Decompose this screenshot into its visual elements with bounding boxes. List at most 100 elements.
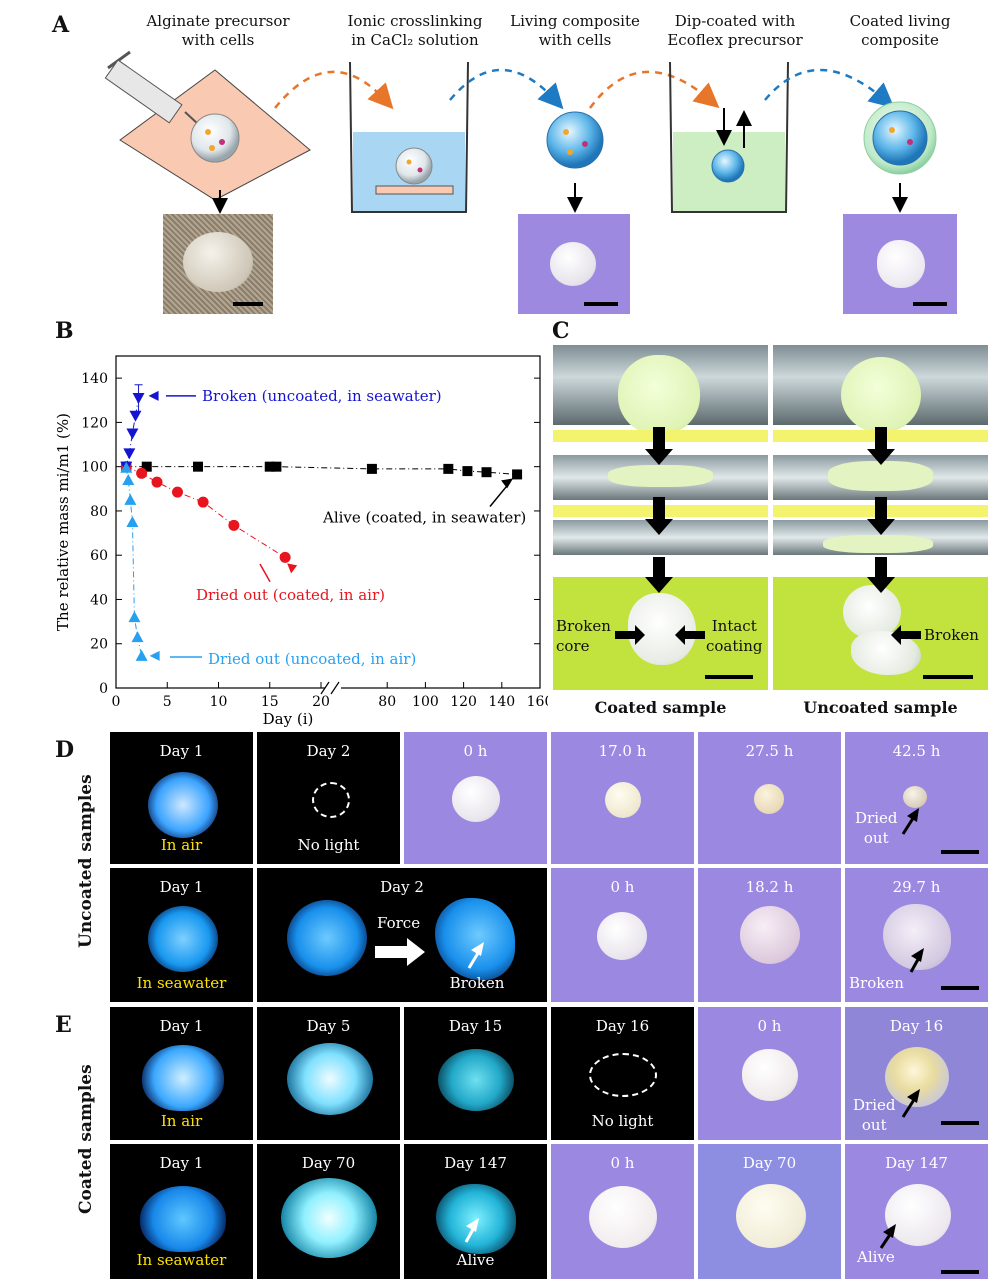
data-point <box>279 551 291 563</box>
tile-d1-42h: 42.5 h Dried out <box>845 732 988 864</box>
data-point <box>131 631 144 643</box>
x-tick-label: 120 <box>450 694 477 710</box>
living-bead-icon <box>546 111 604 169</box>
tile-d1-day2-nolight: Day 2 No light <box>257 732 400 864</box>
tile-e1-day16-nolight: Day 16 No light <box>551 1007 694 1140</box>
photo-alginate-droplet <box>163 214 273 314</box>
beaker-ecoflex-icon <box>669 61 789 213</box>
tile-e2-day147: Day 147 Alive <box>404 1144 547 1279</box>
data-point <box>128 611 141 623</box>
annotation-arrowhead <box>148 390 159 401</box>
data-point <box>151 476 163 488</box>
tile-e1-day1-air: Day 1 In air <box>110 1007 253 1140</box>
note-broken-d: Broken <box>849 974 904 992</box>
tile-e2-day1-seawater: Day 1 In seawater <box>110 1144 253 1279</box>
tile-e2-day70: Day 70 <box>257 1144 400 1279</box>
y-tick-label: 100 <box>81 460 108 476</box>
caption-living-composite: Living composite with cells <box>510 12 640 49</box>
panel-a-letter: A <box>52 12 70 38</box>
caption-dip-coated: Dip-coated with Ecoflex precursor <box>667 12 803 49</box>
tile-e2-day70-photo: Day 70 <box>698 1144 841 1279</box>
x-axis-label: Day (i) <box>263 710 314 728</box>
annotation-dried-coated: Dried out (coated, in air) <box>196 586 385 604</box>
y-tick-label: 20 <box>90 637 108 653</box>
x-tick-label: 15 <box>261 694 279 710</box>
data-point <box>126 428 139 440</box>
note-dried-out-e: Dried out <box>853 1096 896 1134</box>
panel-d-letter: D <box>55 737 75 763</box>
tile-e2-0h: 0 h <box>551 1144 694 1279</box>
note-dried-out-d: Dried out <box>855 809 898 847</box>
data-point <box>126 516 139 527</box>
y-axis-label: The relative mass mi/m1 (%) <box>54 413 72 631</box>
tile-e1-day5: Day 5 <box>257 1007 400 1140</box>
annotation-arrowhead <box>501 478 514 489</box>
caption-coated-living: Coated living composite <box>849 12 951 49</box>
uncoated-sequence-arrows <box>867 427 921 645</box>
label-broken-uncoated: Broken <box>924 626 979 644</box>
data-point <box>228 519 240 531</box>
data-point <box>512 469 523 480</box>
tile-d2-day1-seawater: Day 1 In seawater <box>110 868 253 1002</box>
annotation-dried-uncoated: Dried out (uncoated, in air) <box>208 650 416 668</box>
annotation-alive-coated: Alive (coated, in seawater) <box>322 509 526 527</box>
data-point <box>141 461 152 472</box>
y-tick-label: 120 <box>81 415 108 431</box>
y-tick-label: 60 <box>90 548 108 564</box>
data-point <box>120 461 133 473</box>
tile-d1-27h: 27.5 h <box>698 732 841 864</box>
series-line <box>125 467 143 657</box>
tile-e1-0h: 0 h <box>698 1007 841 1140</box>
x-tick-label: 80 <box>378 694 396 710</box>
tile-d1-day1-air: Day 1 In air <box>110 732 253 864</box>
tile-d1-0h: 0 h <box>404 732 547 864</box>
tile-e2-day147-photo: Day 147 Alive <box>845 1144 988 1279</box>
tile-d2-day2-broken: Day 2 Force Broken <box>257 868 547 1002</box>
data-point <box>193 461 203 472</box>
data-point <box>136 467 148 479</box>
note-alive-e: Alive <box>857 1248 895 1266</box>
syringe-icon <box>104 50 199 125</box>
annotation-broken-uncoated: Broken (uncoated, in seawater) <box>202 387 442 405</box>
data-point <box>124 493 137 505</box>
data-point <box>123 448 136 460</box>
axis-break-mark <box>330 681 340 695</box>
x-tick-label: 20 <box>312 694 330 710</box>
y-tick-label: 80 <box>90 504 108 520</box>
series-line <box>125 397 140 467</box>
force-arrow-icon <box>375 938 484 969</box>
data-point <box>129 410 142 422</box>
data-point <box>481 467 492 478</box>
side-label-uncoated: Uncoated samples <box>76 774 96 948</box>
beaker-icon <box>349 61 469 213</box>
annotation-arrow <box>259 563 271 583</box>
data-point <box>366 463 377 474</box>
tile-d1-17h: 17.0 h <box>551 732 694 864</box>
data-point <box>264 461 275 472</box>
panel-b-letter: B <box>55 318 74 344</box>
tile-d2-29h: 29.7 h Broken <box>845 868 988 1002</box>
data-point <box>197 496 209 508</box>
droplet-icon <box>190 113 240 163</box>
label-force: Force <box>377 914 421 932</box>
x-tick-label: 160 <box>527 694 548 710</box>
y-tick-label: 0 <box>99 681 108 697</box>
series-line <box>126 466 518 475</box>
caption-uncoated-sample: Uncoated sample <box>803 698 958 717</box>
panel-e-letter: E <box>55 1012 72 1038</box>
x-tick-label: 10 <box>210 694 228 710</box>
data-point <box>462 466 473 477</box>
relative-mass-chart: 0 20 40 60 80 100 120 140 0 5 10 15 20 80 100 120 140 160… <box>54 355 548 728</box>
coated-sequence-arrows <box>615 427 705 645</box>
annotation-arrowhead <box>149 650 160 661</box>
photo-living-composite <box>518 214 630 314</box>
tile-d2-0h: 0 h <box>551 868 694 1002</box>
x-tick-label: 5 <box>163 694 172 710</box>
caption-alginate-precursor: Alginate precursor with cells <box>146 12 290 49</box>
x-tick-label: 140 <box>488 694 515 710</box>
panel-a-schematic <box>104 50 937 214</box>
data-point <box>443 463 454 474</box>
panel-c-letter: C <box>552 318 570 344</box>
tile-e1-day16: Day 16 Dried out <box>845 1007 988 1140</box>
label-intact-coating: Intact coating <box>706 617 763 655</box>
